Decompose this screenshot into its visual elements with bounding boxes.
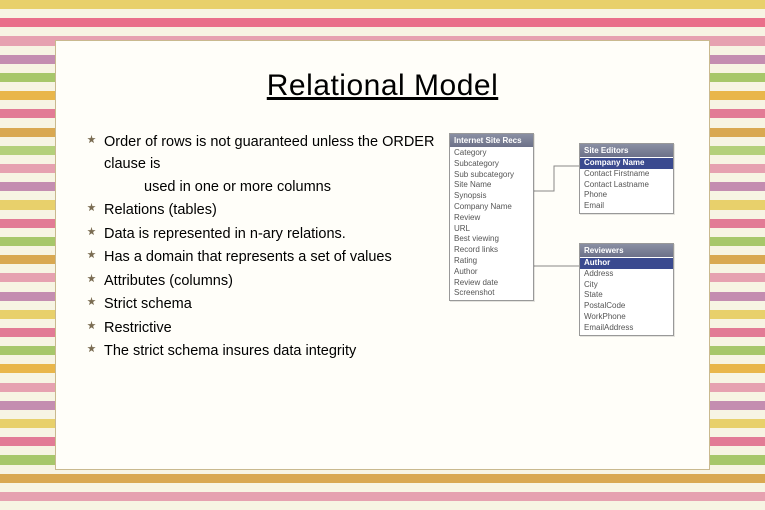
bullet-list: Order of rows is not guaranteed unless t…: [86, 131, 441, 364]
schema-field: Subcategory: [450, 159, 533, 170]
schema-field: Contact Lastname: [580, 180, 673, 191]
bullet-item: Strict schema: [86, 293, 441, 315]
bullet-text: Relations (tables): [104, 202, 217, 218]
schema-table: Internet Site RecsCategorySubcategorySub…: [449, 133, 534, 301]
bullet-text: Order of rows is not guaranteed unless t…: [104, 134, 434, 172]
schema-field: Sub subcategory: [450, 170, 533, 181]
schema-field: Record links: [450, 245, 533, 256]
schema-field: URL: [450, 224, 533, 235]
star-icon: [86, 202, 97, 213]
schema-table-header: Reviewers: [580, 244, 673, 257]
schema-field: EmailAddress: [580, 323, 673, 334]
schema-field-key: Company Name: [580, 158, 673, 169]
schema-field-key: Author: [580, 258, 673, 269]
schema-field: Rating: [450, 256, 533, 267]
bullet-text: Data is represented in n-ary relations.: [104, 226, 346, 242]
bullet-text: Attributes (columns): [104, 273, 233, 289]
schema-field: Synopsis: [450, 191, 533, 202]
schema-field: Site Name: [450, 180, 533, 191]
star-icon: [86, 273, 97, 284]
schema-field: PostalCode: [580, 301, 673, 312]
bullet-text: The strict schema insures data integrity: [104, 343, 356, 359]
schema-field: Address: [580, 269, 673, 280]
schema-field: State: [580, 290, 673, 301]
bullet-item: Has a domain that represents a set of va…: [86, 246, 441, 268]
slide-body: Order of rows is not guaranteed unless t…: [86, 131, 679, 364]
schema-table-header: Site Editors: [580, 144, 673, 157]
schema-field: Review date: [450, 278, 533, 289]
bullet-item: Attributes (columns): [86, 270, 441, 292]
star-icon: [86, 249, 97, 260]
schema-table-header: Internet Site Recs: [450, 134, 533, 147]
bullet-text: Strict schema: [104, 296, 192, 312]
bullet-item: The strict schema insures data integrity: [86, 340, 441, 362]
bullet-item: Restrictive: [86, 317, 441, 339]
schema-field: Company Name: [450, 202, 533, 213]
schema-field: Screenshot: [450, 288, 533, 299]
schema-field: Best viewing: [450, 234, 533, 245]
schema-field: Review: [450, 213, 533, 224]
star-icon: [86, 226, 97, 237]
schema-field: Contact Firstname: [580, 169, 673, 180]
slide-title: Relational Model: [86, 69, 679, 103]
schema-field: Category: [450, 148, 533, 159]
star-icon: [86, 296, 97, 307]
star-icon: [86, 343, 97, 354]
schema-table: ReviewersAuthorAddressCityStatePostalCod…: [579, 243, 674, 336]
bullet-continuation: used in one or more columns: [104, 176, 441, 198]
slide-frame: Relational Model Order of rows is not gu…: [55, 40, 710, 470]
bullet-text: Restrictive: [104, 320, 172, 336]
bullet-item: Order of rows is not guaranteed unless t…: [86, 131, 441, 198]
star-icon: [86, 320, 97, 331]
schema-field: Author: [450, 267, 533, 278]
schema-table: Site EditorsCompany NameContact Firstnam…: [579, 143, 674, 214]
bullet-text: Has a domain that represents a set of va…: [104, 249, 392, 265]
schema-field: WorkPhone: [580, 312, 673, 323]
schema-diagram: Internet Site RecsCategorySubcategorySub…: [449, 131, 679, 331]
star-icon: [86, 134, 97, 145]
schema-field: Email: [580, 201, 673, 212]
bullet-item: Relations (tables): [86, 199, 441, 221]
schema-field: Phone: [580, 190, 673, 201]
schema-field: City: [580, 280, 673, 291]
bullet-item: Data is represented in n-ary relations.: [86, 223, 441, 245]
